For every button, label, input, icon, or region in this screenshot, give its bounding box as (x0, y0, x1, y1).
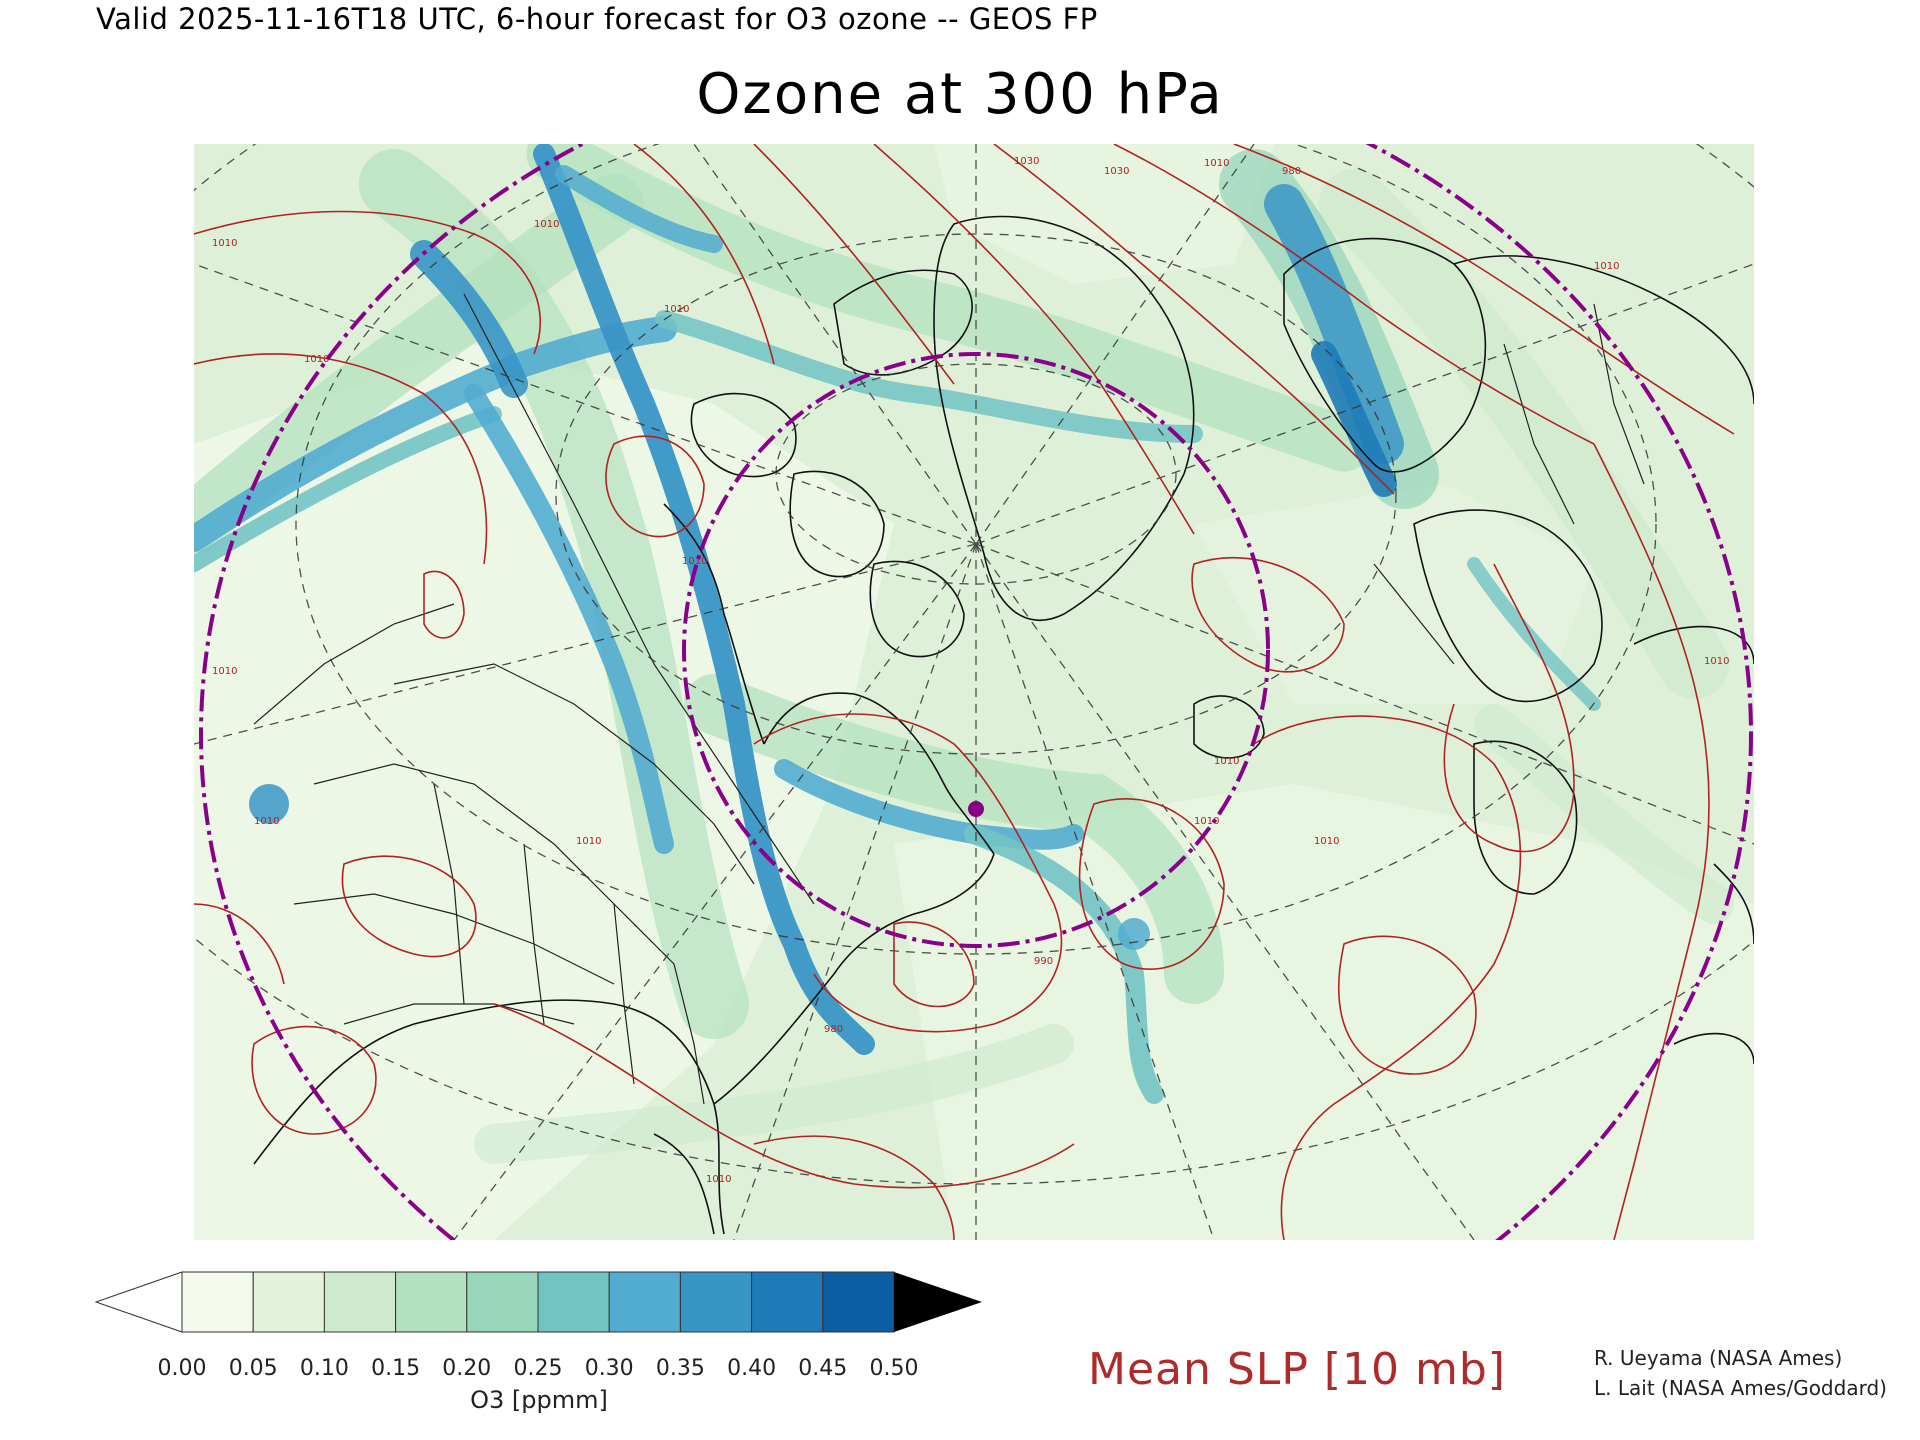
isobar-label: 1030 (1014, 156, 1039, 167)
colorbar-tick-labels: 0.00 0.05 0.10 0.15 0.20 0.25 0.30 0.35 0.40 0.45… (94, 1356, 984, 1390)
colorbar-bin (679, 1271, 753, 1333)
colorbar-bin (822, 1271, 895, 1333)
colorbar-tick-label: 0.15 (371, 1356, 421, 1381)
colorbar-bin (181, 1271, 254, 1333)
isobar-label: 990 (1034, 956, 1053, 967)
colorbar-over-arrow (894, 1272, 982, 1332)
isobar-labels: 1010 1010 1010 1010 1010 1010 1010 1010 … (212, 156, 1729, 1185)
colorbar-tick-label: 0.30 (584, 1356, 634, 1381)
isobar-label: 980 (1282, 166, 1301, 177)
isobar-label: 1010 (304, 354, 329, 365)
isobar-label: 1010 (1204, 158, 1229, 169)
colorbar-bin (252, 1271, 325, 1333)
map-title: Ozone at 300 hPa (696, 62, 1224, 127)
colorbar-tick-label: 0.25 (513, 1356, 563, 1381)
ozone-colorbar (94, 1271, 982, 1333)
credit-line-1: R. Ueyama (NASA Ames) (1594, 1346, 1843, 1370)
high-ozone-filaments (194, 144, 1601, 1104)
colorbar-bin (466, 1271, 539, 1333)
colorbar-tick-label: 0.35 (655, 1356, 705, 1381)
isobar-label: 1010 (1704, 656, 1729, 667)
isobar-label: 980 (824, 1024, 843, 1035)
outer-range-ring (199, 144, 1753, 1240)
isobar-label: 1010 (1214, 756, 1239, 767)
colorbar-bin (751, 1271, 824, 1333)
political-boundaries (253, 293, 1645, 1105)
isobar-label: 1010 (576, 836, 601, 847)
colorbar-bin (537, 1271, 610, 1333)
colorbar-tick-label: 0.40 (727, 1356, 777, 1381)
isobar-label: 1010 (254, 816, 279, 827)
isobar-label: 1010 (1594, 261, 1619, 272)
isobar-label: 1010 (682, 556, 707, 567)
isobar-label: 1010 (1194, 816, 1219, 827)
isobar-label: 1010 (212, 666, 237, 677)
valid-time-line: Valid 2025-11-16T18 UTC, 6-hour forecast… (96, 2, 1098, 36)
colorbar-tick-label: 0.10 (299, 1356, 349, 1381)
graticule (194, 144, 1754, 1240)
colorbar-tick-label: 0.05 (228, 1356, 278, 1381)
colorbar-units-label: O3 [ppmm] (470, 1386, 608, 1414)
colorbar-bin (323, 1271, 397, 1333)
isobar-label: 1010 (534, 219, 559, 230)
isobar-label: 1010 (706, 1174, 731, 1185)
colorbar-under-arrow (94, 1271, 183, 1333)
reference-point-marker (968, 801, 984, 817)
isobar-label: 1010 (664, 304, 689, 315)
inner-range-ring (682, 352, 1270, 948)
ozone-map: 1010 1010 1010 1010 1010 1010 1010 1010 … (194, 144, 1754, 1240)
moderate-ozone-bands (194, 144, 1734, 1164)
colorbar-tick-label: 0.20 (442, 1356, 492, 1381)
isobar-label: 1010 (1314, 836, 1339, 847)
colorbar-tick-label: 0.50 (869, 1356, 919, 1381)
isobar-label: 1010 (212, 238, 237, 249)
range-rings (199, 144, 1753, 1240)
colorbar-tick-label: 0.45 (798, 1356, 848, 1381)
coastlines (253, 215, 1754, 1235)
credit-line-2: L. Lait (NASA Ames/Goddard) (1594, 1376, 1887, 1400)
colorbar-tick-label: 0.00 (157, 1356, 207, 1381)
slp-contour-legend: Mean SLP [10 mb] (1088, 1344, 1506, 1395)
colorbar-bin (395, 1271, 468, 1333)
slp-isobars (194, 144, 1735, 1240)
colorbar-bin (608, 1271, 681, 1333)
isobar-label: 1030 (1104, 166, 1129, 177)
